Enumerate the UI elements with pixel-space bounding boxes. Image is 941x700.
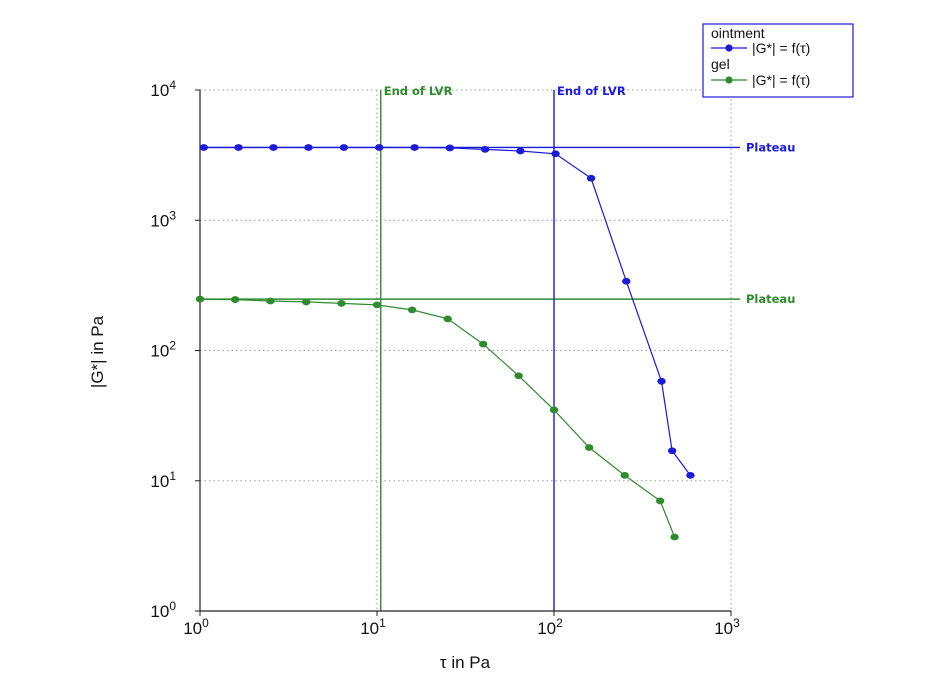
plateau-label: Plateau (746, 292, 795, 306)
data-point-gel (584, 444, 594, 451)
data-point-ointment (234, 144, 243, 151)
y-tick-label: 103 (150, 208, 176, 230)
lvr-label: End of LVR (557, 84, 626, 98)
legend-marker-gel (725, 76, 733, 84)
data-point-gel (514, 372, 523, 380)
data-point-ointment (586, 174, 596, 182)
data-point-ointment (516, 147, 525, 155)
x-tick-label: 102 (537, 616, 563, 638)
x-axis-label: τ in Pa (440, 653, 491, 672)
legend-box (702, 23, 854, 98)
data-point-gel (266, 297, 275, 305)
data-point-ointment (667, 447, 677, 455)
data-point-ointment (199, 144, 208, 151)
legend-group-gel: gel (711, 56, 730, 72)
data-point-ointment (410, 144, 419, 151)
reference-lines: Plateau Plateau End of LVR End of LVR (200, 84, 795, 611)
data-point-gel (195, 295, 205, 303)
data-point-gel (301, 298, 311, 306)
data-series (195, 144, 695, 541)
data-point-ointment (445, 144, 455, 152)
data-point-gel (443, 315, 452, 323)
data-point-gel (478, 340, 488, 348)
data-point-gel (620, 471, 629, 479)
data-point-gel (549, 406, 559, 414)
data-point-ointment (551, 150, 560, 158)
x-tick-label: 101 (360, 616, 386, 638)
gridlines (200, 89, 732, 611)
x-tick-label: 100 (183, 616, 209, 638)
legend-label-ointment: |G*| = f(τ) (752, 40, 810, 56)
data-point-ointment (269, 144, 278, 151)
series-line-gel (199, 298, 676, 538)
data-point-ointment (686, 471, 695, 479)
tick-labels: 100 101 102 103 100 101 102 103 104 (150, 78, 740, 638)
series-gel (195, 295, 679, 541)
legend-label-gel: |G*| = f(τ) (752, 72, 810, 88)
data-point-ointment (304, 144, 313, 151)
y-axis-label: |G*| in Pa (88, 315, 107, 388)
lvr-label: End of LVR (384, 84, 453, 98)
legend-group-ointment: ointment (711, 25, 765, 41)
data-point-ointment (622, 277, 631, 285)
y-tick-label: 100 (150, 599, 176, 621)
legend-marker-ointment (725, 44, 733, 52)
data-point-ointment (375, 144, 384, 151)
y-tick-label: 101 (150, 469, 176, 491)
x-tick-label: 103 (714, 616, 740, 638)
legend: ointment |G*| = f(τ) gel |G*| = f(τ) (702, 23, 854, 98)
data-point-ointment (480, 145, 490, 153)
data-point-gel (230, 296, 240, 303)
y-tick-label: 102 (150, 339, 176, 361)
data-point-gel (407, 306, 417, 314)
data-point-ointment (657, 377, 666, 385)
series-ointment (199, 144, 695, 479)
data-point-gel (372, 301, 382, 309)
axes (195, 89, 732, 616)
data-point-gel (670, 533, 679, 541)
plateau-label: Plateau (746, 140, 795, 154)
y-tick-label: 104 (150, 78, 176, 100)
series-line-ointment (203, 146, 691, 476)
data-point-ointment (339, 144, 349, 151)
data-point-gel (655, 497, 665, 505)
data-point-gel (337, 299, 346, 307)
